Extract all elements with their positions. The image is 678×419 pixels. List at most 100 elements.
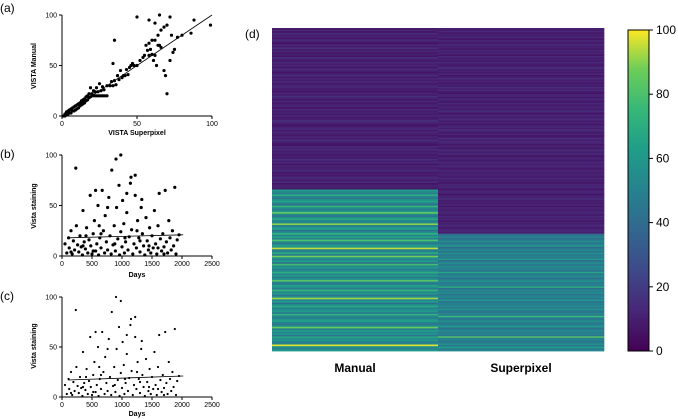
heatmap-cell-manual — [272, 194, 439, 197]
heatmap-cell-superpixel — [438, 174, 605, 177]
data-point-c — [144, 357, 148, 361]
data-point-c — [81, 394, 84, 398]
data-point-b — [116, 237, 120, 241]
data-point-c — [162, 386, 166, 390]
heatmap-cell-manual — [272, 241, 439, 244]
heatmap-cell-superpixel — [438, 262, 605, 265]
heatmap-cell-superpixel — [438, 305, 605, 308]
data-point-b — [168, 236, 172, 240]
heatmap-cell-superpixel — [438, 323, 605, 325]
heatmap-cell-manual — [272, 310, 439, 313]
heatmap-cell-superpixel — [438, 243, 605, 246]
panel-label-b: (b) — [0, 147, 15, 161]
data-point-a — [150, 52, 154, 56]
data-point-a — [159, 45, 163, 49]
heatmap-cell-superpixel — [438, 242, 605, 245]
heatmap-cell-superpixel — [438, 47, 605, 49]
heatmap-cell-superpixel — [438, 192, 605, 195]
heatmap-cell-superpixel — [438, 227, 605, 230]
heatmap-cell-manual — [272, 111, 439, 114]
heatmap-cell-manual — [272, 95, 439, 98]
heatmap-cell-superpixel — [438, 286, 605, 289]
data-point-a — [142, 53, 147, 58]
heatmap-cell-manual — [272, 163, 439, 166]
heatmap-cell-manual — [272, 331, 439, 334]
data-point-b — [71, 239, 75, 243]
heatmap-cell-superpixel — [438, 129, 605, 132]
data-point-b — [162, 245, 166, 249]
heatmap-cell-superpixel — [438, 168, 605, 171]
xlabel-c: Days — [129, 411, 146, 418]
data-point-c — [134, 335, 137, 339]
scatter-panel-c: 0 500 1000 1500 2000 2500 0 50 100 — [45, 295, 220, 410]
heatmap-cell-manual — [272, 173, 439, 176]
data-point-c — [146, 380, 149, 384]
data-point-b — [122, 222, 126, 226]
heatmap-cell-superpixel — [438, 314, 605, 317]
data-point-c — [73, 389, 76, 393]
heatmap-cell-manual — [272, 330, 439, 333]
data-point-b — [84, 234, 88, 238]
heatmap-cell-manual — [272, 36, 439, 39]
heatmap-cell-manual — [272, 97, 439, 100]
heatmap-cell-superpixel — [438, 98, 605, 101]
data-point-a — [102, 88, 106, 92]
x-tick-label-b: 2000 — [174, 261, 190, 268]
data-point-b — [172, 244, 176, 248]
data-point-c — [96, 345, 100, 349]
heatmap-cell-superpixel — [438, 345, 605, 347]
heatmap-cell-manual — [272, 291, 439, 294]
colorbar-tick-label: 80 — [656, 87, 670, 101]
heatmap-cell-superpixel — [438, 315, 605, 318]
data-point-b — [101, 229, 105, 233]
data-point-b — [83, 247, 87, 251]
heatmap-cell-manual — [272, 288, 439, 291]
x-tick-label-c: 1000 — [114, 402, 130, 409]
heatmap-cell-manual — [272, 229, 439, 232]
heatmap-cell-superpixel — [438, 309, 605, 312]
data-point-b — [97, 224, 101, 228]
heatmap-cell-superpixel — [438, 183, 605, 186]
x-tick-label-c: 2000 — [174, 402, 190, 409]
heatmap-cell-superpixel — [438, 42, 605, 45]
data-point-b — [138, 250, 142, 254]
heatmap-cell-superpixel — [438, 163, 605, 165]
heatmap-cell-superpixel — [438, 157, 605, 160]
heatmap-cell-superpixel — [438, 158, 605, 161]
data-point-b — [140, 232, 144, 236]
data-point-b — [106, 205, 110, 210]
data-point-c — [140, 339, 143, 343]
heatmap-cell-superpixel — [438, 33, 605, 36]
ylabel-a: VISTA Manual — [31, 43, 38, 89]
y-tick-label-c: 50 — [49, 345, 57, 352]
data-point-a — [100, 85, 105, 89]
heatmap-cell-superpixel — [438, 148, 605, 151]
data-point-b — [175, 238, 179, 242]
data-point-c — [155, 393, 158, 397]
heatmap-cell-superpixel — [438, 193, 605, 196]
data-point-c — [84, 388, 87, 392]
data-point-b — [149, 251, 153, 255]
y-tick-label-a: 100 — [45, 13, 57, 20]
data-point-b — [104, 240, 108, 244]
data-point-c — [74, 308, 77, 312]
data-point-c — [117, 325, 121, 329]
data-point-c — [147, 389, 150, 393]
data-point-c — [168, 377, 172, 381]
data-point-b — [88, 193, 92, 197]
data-point-c — [172, 385, 175, 389]
data-point-b — [77, 250, 81, 254]
data-point-a — [111, 61, 115, 66]
heatmap-cell-superpixel — [438, 199, 605, 202]
data-point-b — [121, 198, 125, 203]
heatmap-cell-manual — [272, 115, 439, 118]
heatmap-cell-superpixel — [438, 89, 605, 92]
data-point-b — [129, 175, 133, 179]
heatmap-cell-superpixel — [438, 339, 605, 342]
heatmap-cell-manual — [272, 292, 439, 295]
ylabel-c: Vista staining — [31, 323, 38, 368]
x-tick-label-b: 1500 — [144, 261, 160, 268]
heatmap-cell-superpixel — [438, 28, 605, 30]
heatmap-cell-superpixel — [438, 67, 605, 70]
heatmap-cell-manual — [272, 191, 439, 194]
